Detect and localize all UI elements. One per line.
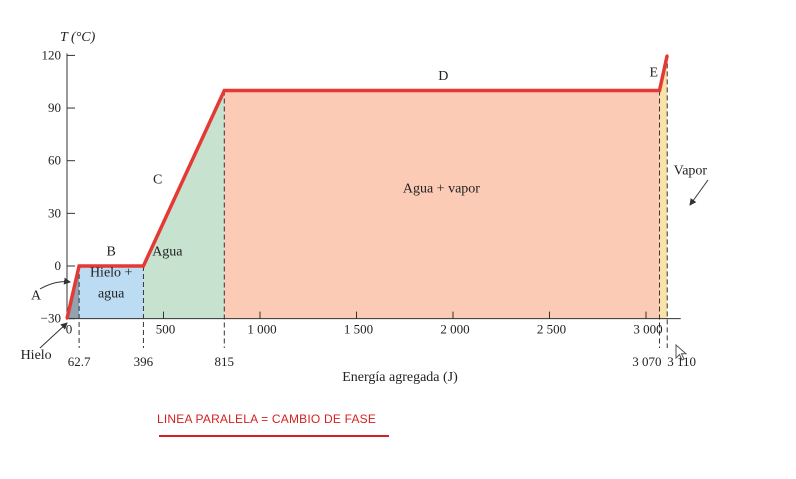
pointer-arrow-0 xyxy=(39,277,71,290)
note-underline xyxy=(159,435,389,437)
phase-region-4 xyxy=(659,55,668,319)
region-label-1: agua xyxy=(98,287,125,302)
region-label-2: Agua xyxy=(152,244,183,259)
x-tick-label-4: 2 000 xyxy=(440,322,469,337)
y-tick-label-3: 60 xyxy=(48,153,61,168)
pointer-arrow-2 xyxy=(689,179,709,206)
curve-point-3 xyxy=(223,89,226,92)
heating-curve-line xyxy=(65,55,669,319)
marked-x-label-2: 815 xyxy=(215,354,235,369)
phase-change-note: LINEA PARALELA = CAMBIO DE FASE xyxy=(157,412,377,426)
phase-region-3 xyxy=(224,90,660,319)
segment-label-a: A xyxy=(31,288,42,303)
segment-label-e: E xyxy=(649,65,658,80)
region-label-5: Hielo xyxy=(21,348,52,363)
x-tick-label-6: 3 000 xyxy=(633,322,662,337)
region-label-4: Vapor xyxy=(674,164,708,179)
phase-region-1 xyxy=(79,266,144,319)
marked-x-label-1: 396 xyxy=(134,354,154,369)
segment-label-b: B xyxy=(107,244,116,259)
segment-label-d: D xyxy=(438,69,448,84)
mouse-cursor-icon xyxy=(675,344,688,361)
segment-label-c: C xyxy=(153,173,162,188)
curve-point-0 xyxy=(65,317,69,320)
curve-point-5 xyxy=(666,54,669,57)
y-tick-label-1: 0 xyxy=(55,258,62,273)
y-tick-label-0: −30 xyxy=(41,311,61,326)
x-tick-label-3: 1 500 xyxy=(344,322,373,337)
marked-x-label-0: 62.7 xyxy=(68,354,91,369)
y-tick-label-2: 30 xyxy=(48,205,61,220)
x-tick-label-1: 500 xyxy=(156,322,176,337)
marked-x-label-3: 3 070 xyxy=(632,354,661,369)
curve-point-4 xyxy=(658,89,661,92)
marked-x-label-4: 3 110 xyxy=(667,354,696,369)
region-label-3: Agua + vapor xyxy=(403,181,480,196)
curve-point-1 xyxy=(77,264,81,268)
x-tick-label-5: 2 500 xyxy=(537,322,566,337)
y-tick-label-4: 90 xyxy=(48,100,61,115)
curve-point-2 xyxy=(142,264,145,268)
x-tick-label-2: 1 000 xyxy=(247,322,276,337)
pointer-arrow-1 xyxy=(39,322,68,349)
phase-region-2 xyxy=(143,90,225,319)
x-axis-title: Energía agregada (J) xyxy=(342,370,458,385)
y-axis-title: T (°C) xyxy=(60,30,96,45)
y-tick-label-5: 120 xyxy=(42,47,62,62)
region-label-0: Hielo + xyxy=(90,266,133,281)
x-tick-label-0: 0 xyxy=(66,322,73,337)
